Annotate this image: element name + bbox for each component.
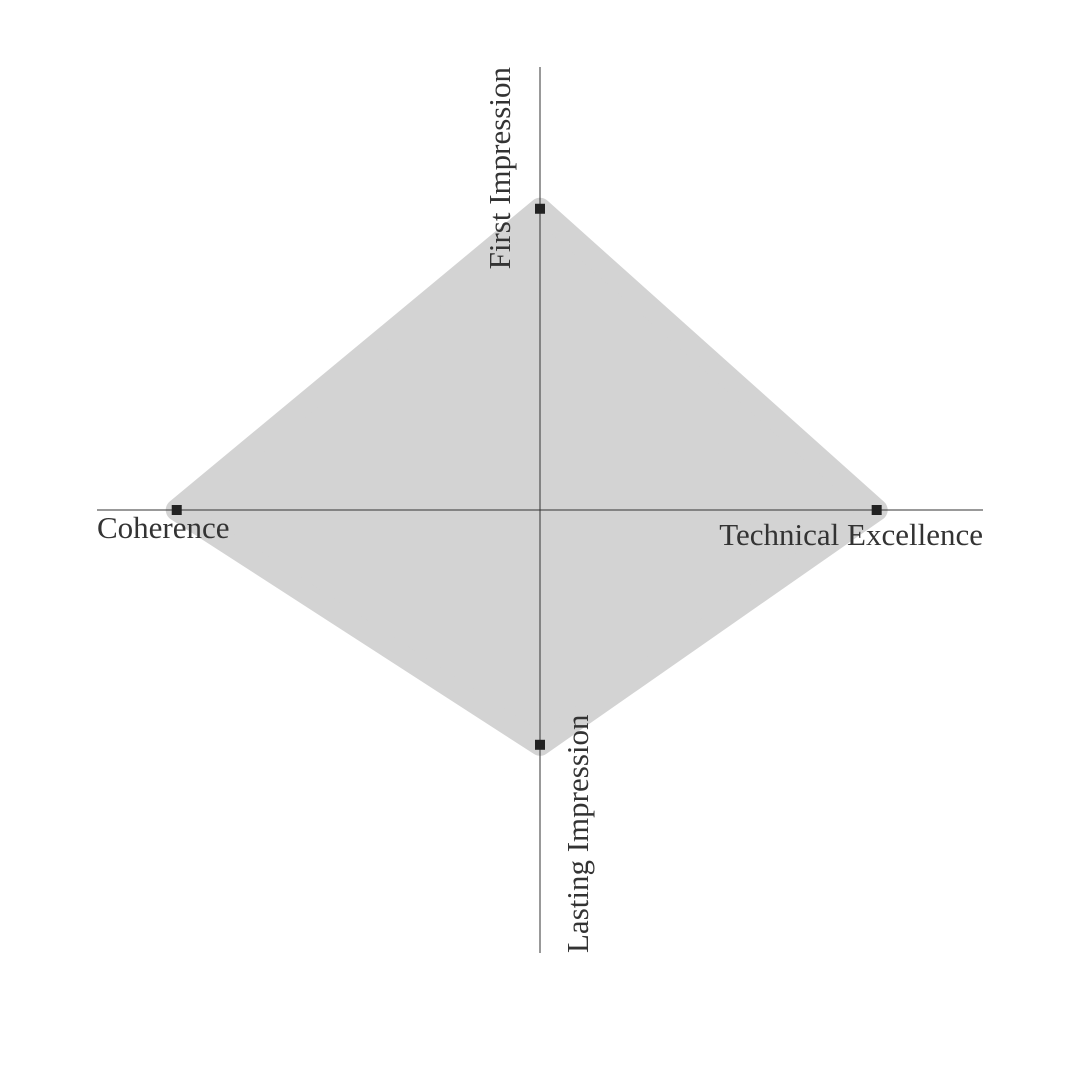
axis-label: First Impression [482, 67, 517, 270]
vertex-marker [171, 505, 182, 515]
vertex-marker [535, 203, 545, 214]
vertex-marker [871, 505, 882, 515]
radar-area [165, 197, 888, 756]
vertex-marker [535, 739, 545, 750]
axis-label: Technical Excellence [719, 517, 983, 552]
axis-label: Lasting Impression [560, 714, 595, 953]
axis-label: Coherence [97, 510, 230, 545]
